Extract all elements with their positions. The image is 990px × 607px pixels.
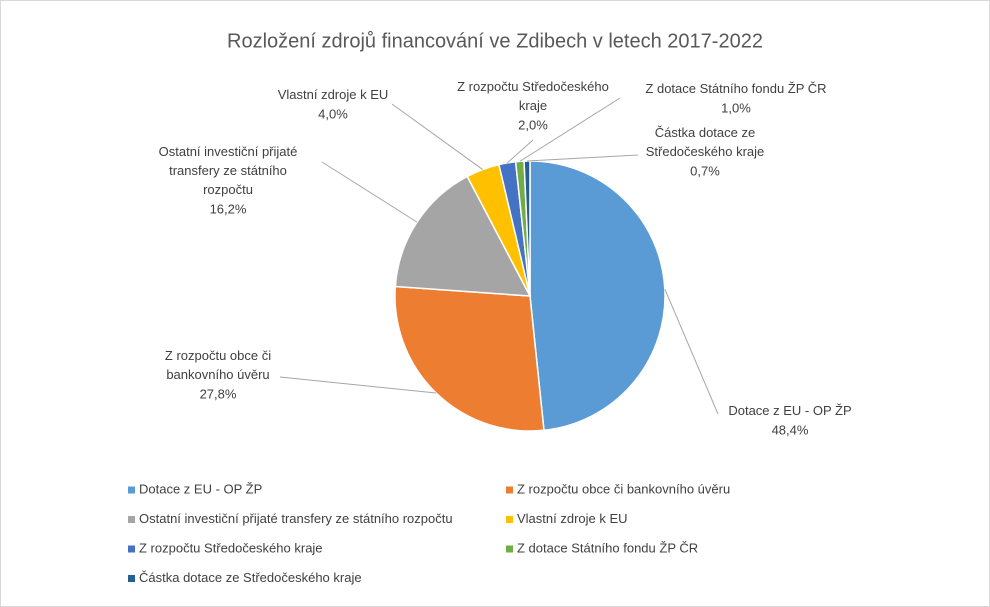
legend-label: Z dotace Státního fondu ŽP ČR bbox=[517, 540, 698, 555]
leader-line bbox=[279, 376, 437, 394]
legend-swatch bbox=[506, 545, 513, 553]
leader-line bbox=[664, 288, 719, 415]
pie-slice bbox=[529, 160, 666, 432]
legend-swatch bbox=[128, 575, 135, 582]
legend-label: Ostatní investiční přijaté transfery ze … bbox=[139, 511, 453, 526]
legend-swatch bbox=[506, 486, 513, 494]
legend-swatch bbox=[128, 545, 135, 553]
data-label-name: Vlastní zdroje k EU bbox=[278, 87, 389, 102]
leader-line bbox=[506, 139, 534, 164]
legend-label: Vlastní zdroje k EU bbox=[517, 511, 628, 526]
chart-title: Rozložení zdrojů financování ve Zdibech … bbox=[227, 30, 763, 52]
data-label-value: 1,0% bbox=[721, 100, 751, 115]
pie-slice bbox=[394, 175, 532, 297]
leader-line bbox=[391, 103, 484, 170]
legend-label: Z rozpočtu obce či bankovního úvěru bbox=[517, 481, 730, 496]
leader-line bbox=[321, 161, 418, 223]
leader-line bbox=[519, 97, 621, 162]
data-label-value: 27,8% bbox=[200, 386, 237, 401]
legend-label: Z rozpočtu Středočeského kraje bbox=[139, 540, 323, 555]
data-label-name: Ostatní investiční přijaté transfery ze s… bbox=[159, 144, 298, 197]
data-label-name: Z rozpočtu Středočeského kraje bbox=[457, 79, 609, 113]
data-label-value: 48,4% bbox=[772, 422, 809, 437]
data-label-value: 4,0% bbox=[318, 106, 348, 121]
data-label-name: Z dotace Státního fondu ŽP ČR bbox=[645, 81, 826, 96]
legend-label: Částka dotace ze Středočeského kraje bbox=[139, 570, 362, 585]
data-label-value: 2,0% bbox=[518, 117, 548, 132]
data-label-value: 16,2% bbox=[210, 201, 247, 216]
data-label-name: Částka dotace ze Středočeského kraje bbox=[646, 125, 765, 159]
leader-line bbox=[527, 154, 639, 162]
legend-swatch bbox=[506, 516, 513, 523]
data-label-name: Z rozpočtu obce či bankovního úvěru bbox=[165, 348, 271, 382]
legend-label: Dotace z EU - OP ŽP bbox=[139, 481, 262, 496]
legend-swatch bbox=[128, 516, 135, 523]
data-label-value: 0,7% bbox=[690, 163, 720, 178]
pie-slice bbox=[394, 285, 545, 432]
legend-swatch bbox=[128, 486, 135, 494]
data-label-name: Dotace z EU - OP ŽP bbox=[728, 403, 851, 418]
